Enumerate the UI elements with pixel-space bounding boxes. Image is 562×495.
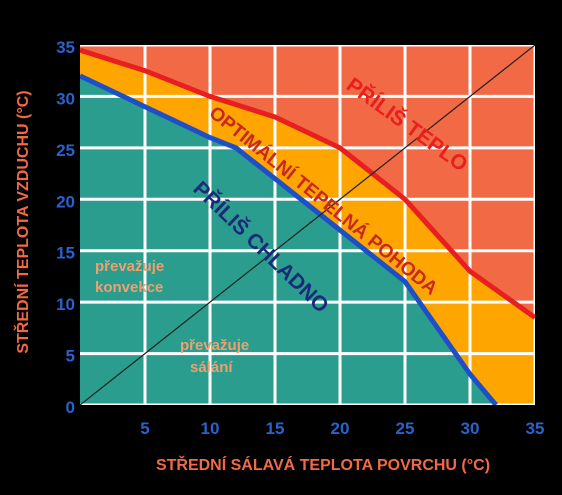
y-axis-label: STŘEDNÍ TEPLOTA VZDUCHU (°C) xyxy=(13,90,32,353)
annotation: převažuje xyxy=(180,337,249,354)
x-tick-label: 15 xyxy=(266,419,285,438)
x-tick-label: 30 xyxy=(461,419,480,438)
y-tick-label: 20 xyxy=(56,192,75,211)
x-tick-label: 35 xyxy=(526,419,545,438)
y-tick-label: 15 xyxy=(56,244,75,263)
y-tick-label: 10 xyxy=(56,295,75,314)
x-tick-label: 20 xyxy=(331,419,350,438)
x-tick-label: 25 xyxy=(396,419,415,438)
y-tick-label: 0 xyxy=(66,398,75,417)
y-tick-label: 30 xyxy=(56,89,75,108)
x-axis-label: STŘEDNÍ SÁLAVÁ TEPLOTA POVRCHU (°C) xyxy=(156,455,490,474)
series-line xyxy=(80,47,535,320)
x-tick-label: 5 xyxy=(140,419,149,438)
series-line xyxy=(80,45,535,405)
y-tick-label: 25 xyxy=(56,141,75,160)
y-tick-label: 35 xyxy=(56,38,75,57)
annotation: sálání xyxy=(190,359,233,376)
x-tick-label: 10 xyxy=(201,419,220,438)
annotation: převažuje xyxy=(95,258,164,275)
annotation: konvekce xyxy=(95,279,163,296)
series-line xyxy=(80,73,498,405)
y-tick-label: 5 xyxy=(66,347,75,366)
plot-area xyxy=(80,45,535,405)
region-fill xyxy=(80,75,535,405)
